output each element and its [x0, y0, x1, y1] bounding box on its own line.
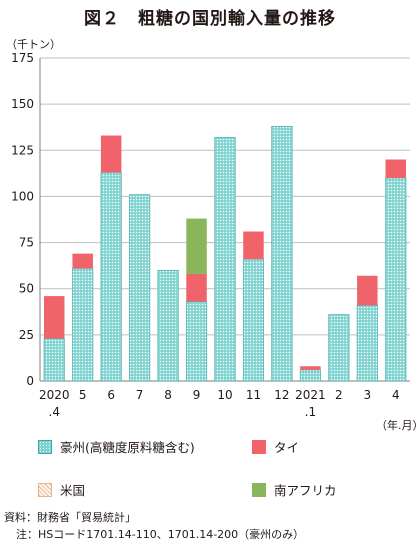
x-tick-label: 8 [164, 388, 172, 402]
bar-thai [72, 253, 93, 269]
x-tick-label: 2020.4 [39, 388, 70, 419]
x-axis-unit: （年.月） [376, 419, 420, 432]
bar-aus [72, 268, 94, 382]
x-tick-label: 12 [274, 388, 289, 402]
bar-aus [242, 258, 265, 382]
y-axis-ticks: 0 25 50 75 100 125 150 175 [11, 51, 34, 388]
x-tick-label: 7 [136, 388, 144, 402]
source-note: 資料：財務省「貿易統計」 [4, 511, 136, 524]
legend-swatch-south-africa [252, 482, 266, 497]
chart-title: 図２ 粗糖の国別輸入量の推移 [84, 9, 336, 29]
legend-label-usa: 米国 [60, 483, 86, 498]
bars [43, 125, 407, 382]
y-tick-label: 75 [19, 236, 34, 250]
legend-label-south-africa: 南アフリカ [274, 483, 337, 498]
bar-sa [186, 218, 207, 274]
bar-aus [328, 314, 350, 382]
bar-aus [271, 125, 293, 382]
x-axis-ticks: 2020.4 5 6 7 8 9 10 11 12 2021.1 2 3 4 [39, 388, 400, 419]
bar-aus [129, 194, 151, 382]
x-tick-label: 2 [335, 388, 343, 402]
x-tick-label: 10 [217, 388, 232, 402]
bar-aus [100, 172, 122, 382]
bar-aus [185, 301, 208, 382]
legend-swatch-australia [38, 439, 52, 454]
x-tick-label: 3 [363, 388, 371, 402]
y-tick-label: 0 [26, 374, 34, 388]
y-tick-label: 25 [19, 328, 34, 342]
bar-thai [100, 135, 122, 173]
bar-thai [43, 296, 65, 339]
x-tick-label: 6 [107, 388, 115, 402]
legend-item-usa: 米国 [38, 480, 85, 499]
legend-label-australia: 豪州(高糖度原料糖含む) [60, 440, 195, 455]
x-tick-label: 9 [193, 388, 201, 402]
y-tick-label: 150 [11, 97, 34, 111]
legend-label-thailand: タイ [274, 440, 300, 455]
bar-aus [157, 269, 179, 382]
legend-item-thailand: タイ [252, 437, 299, 456]
y-tick-label: 125 [11, 143, 34, 157]
x-tick-label: 5 [79, 388, 87, 402]
legend-item-south-africa: 南アフリカ [252, 480, 337, 499]
y-tick-label: 100 [11, 189, 34, 203]
y-axis-unit: （千トン） [6, 38, 61, 51]
x-tick-label: 11 [246, 388, 261, 402]
y-tick-label: 50 [19, 282, 34, 296]
legend-item-australia: 豪州(高糖度原料糖含む) [38, 437, 195, 456]
x-tick-label: 2021.1 [295, 388, 326, 419]
x-tick-label: 4 [392, 388, 400, 402]
bar-aus [385, 177, 407, 382]
bar-thai [186, 273, 207, 302]
bar-aus [43, 338, 65, 382]
bar-aus [299, 369, 321, 382]
bar-thai [243, 231, 264, 260]
bar-thai [385, 159, 407, 178]
legend-swatch-thailand [252, 439, 266, 454]
bar-aus [214, 137, 236, 382]
legend-swatch-usa [38, 482, 52, 497]
bar-thai [300, 366, 321, 370]
y-tick-label: 175 [11, 51, 34, 65]
bar-aus [356, 305, 378, 382]
bar-thai [357, 275, 378, 306]
footnote: 注：HSコード1701.14-110、1701.14-200（豪州のみ） [16, 528, 305, 541]
